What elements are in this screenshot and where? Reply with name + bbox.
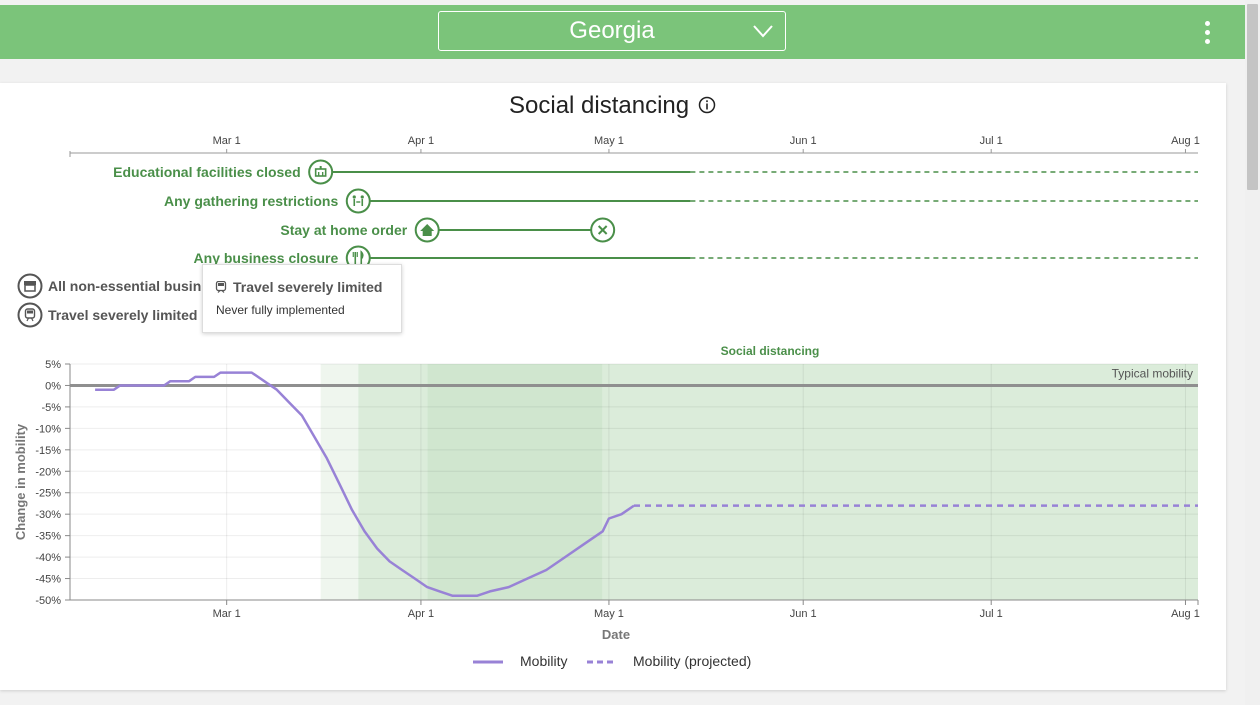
chevron-down-icon [753,25,773,38]
policy-label: Any gathering restrictions [164,193,338,209]
x-tick-label: Jun 1 [790,608,817,620]
timeline-tick-label: May 1 [594,135,624,147]
gathering-icon [345,188,371,214]
policy-tooltip: Travel severely limited Never fully impl… [202,264,402,333]
train-icon [17,302,43,328]
timeline-tick-label: Jul 1 [980,135,1003,147]
typical-mobility-label: Typical mobility [1112,366,1193,380]
scrollbar-thumb[interactable] [1247,4,1258,190]
x-tick-label: May 1 [594,608,624,620]
y-tick-label: -40% [35,552,61,564]
timeline-tick-label: Apr 1 [408,135,434,147]
legend-label-mobility: Mobility [520,653,567,669]
school-icon [308,159,334,185]
other-policy-label: Travel severely limited [48,307,197,323]
more-options-icon[interactable] [1197,18,1217,46]
social-distancing-band [358,364,428,600]
y-tick-label: -20% [35,466,61,478]
y-tick-label: 0% [45,380,61,392]
timeline-tick-label: Mar 1 [213,135,241,147]
y-tick-label: -10% [35,423,61,435]
home-icon [414,217,440,243]
tooltip-body: Never fully implemented [216,303,345,317]
y-tick-label: -30% [35,509,61,521]
card-title: Social distancing [509,92,690,119]
policy-label: Stay at home order [280,222,407,238]
x-tick-label: Mar 1 [213,608,241,620]
y-axis-label: Change in mobility [13,423,28,540]
close-icon [590,217,616,243]
y-tick-label: -5% [41,402,61,414]
timeline-tick-label: Aug 1 [1171,135,1200,147]
y-tick-label: -50% [35,595,61,607]
region-select-label: Georgia [569,17,655,44]
mobility-line [95,371,635,597]
train-icon [215,281,227,293]
policy-label: Educational facilities closed [113,164,301,180]
store-icon [17,273,43,299]
y-tick-label: 5% [45,359,61,371]
x-tick-label: Jul 1 [980,608,1003,620]
x-axis-label: Date [602,627,630,642]
y-tick-label: -35% [35,531,61,543]
y-tick-label: -45% [35,574,61,586]
legend-label-projected: Mobility (projected) [633,653,751,669]
other-policy-label: All non-essential busin [48,278,201,294]
x-tick-label: Aug 1 [1171,608,1200,620]
page-scrollbar[interactable] [1245,0,1260,705]
x-tick-label: Apr 1 [408,608,434,620]
tooltip-title: Travel severely limited [233,279,383,295]
region-select[interactable]: Georgia [438,11,786,51]
y-tick-label: -25% [35,488,61,500]
social-distancing-band [602,364,1198,600]
policy-label: Any business closure [194,250,339,266]
timeline-tick-label: Jun 1 [790,135,817,147]
social-distancing-band [427,364,603,600]
band-label: Social distancing [721,344,820,358]
y-tick-label: -15% [35,445,61,457]
info-icon[interactable] [698,96,716,114]
